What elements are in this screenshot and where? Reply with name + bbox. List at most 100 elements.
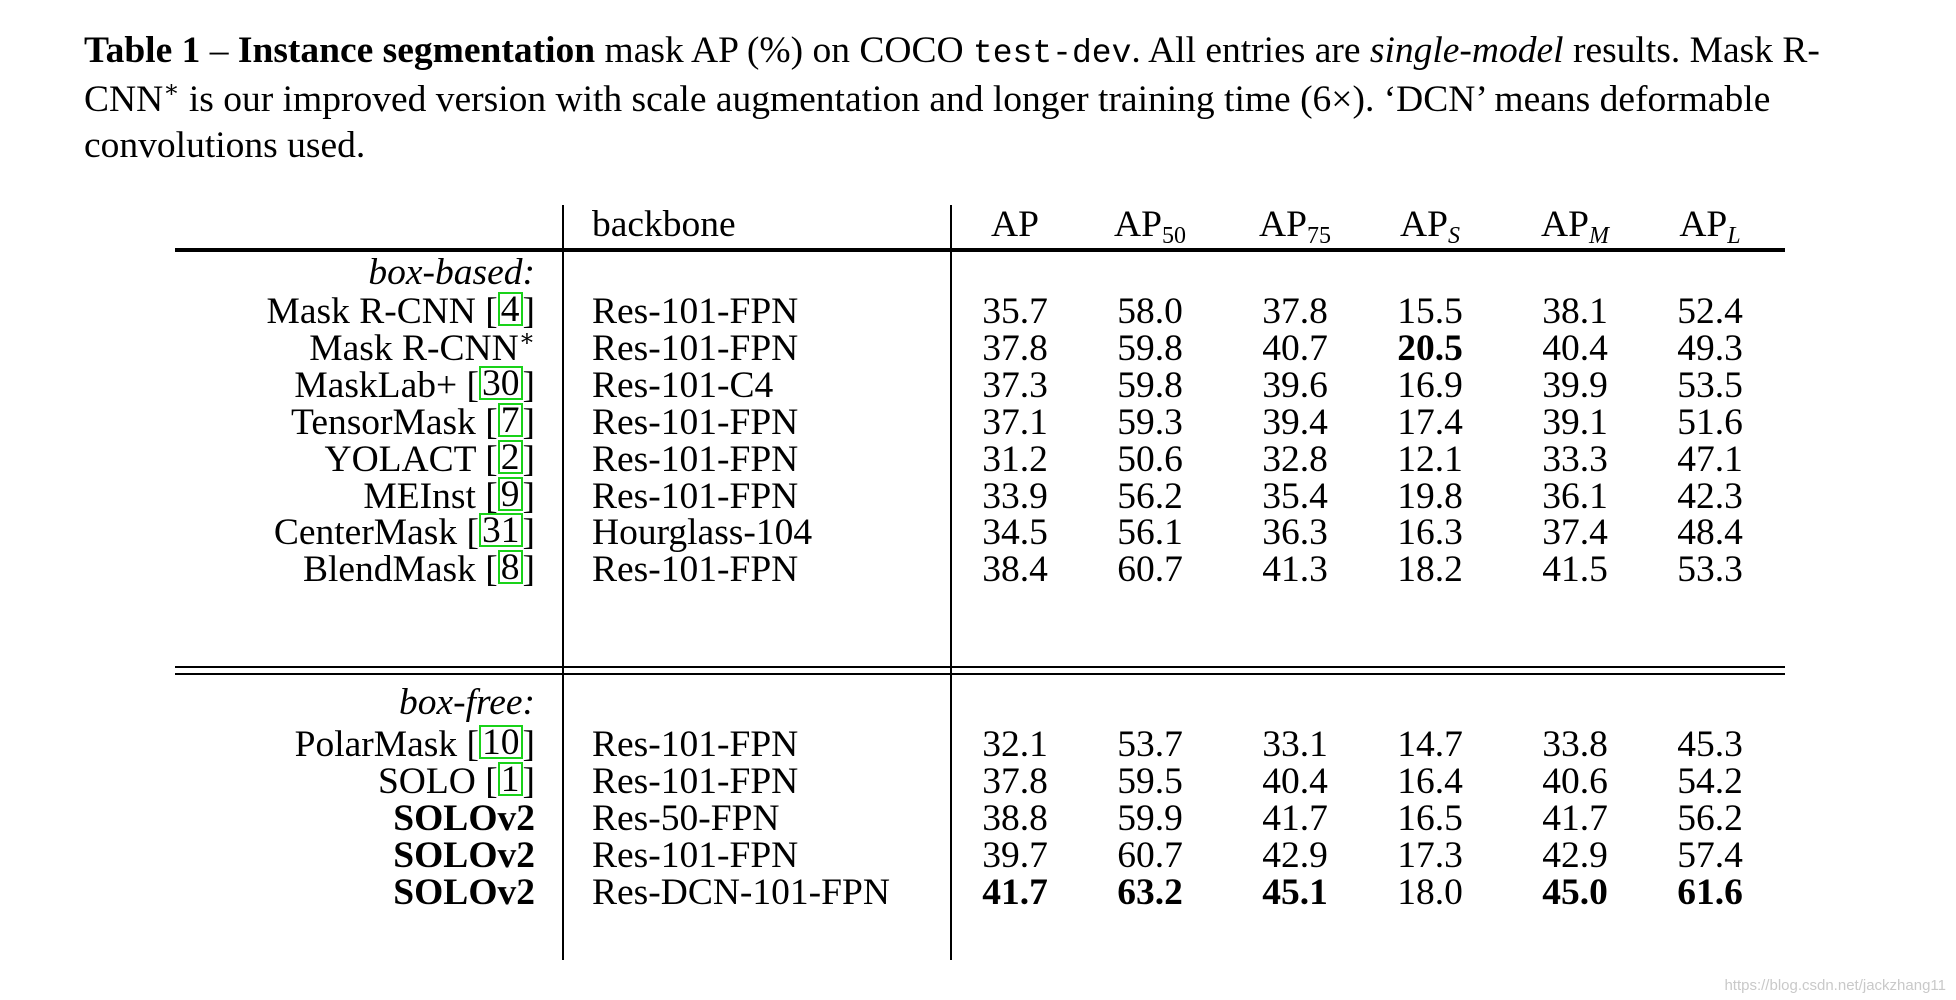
metric-cell: 41.5 <box>1542 549 1608 590</box>
metric-cell: 49.3 <box>1677 328 1743 369</box>
metric-cell: 42.9 <box>1262 835 1328 876</box>
metric-cell: 16.5 <box>1397 798 1463 839</box>
metric-cell: 59.3 <box>1117 402 1183 443</box>
method-name: MaskLab+ [30] <box>294 363 535 406</box>
metric-cell: 38.8 <box>982 798 1048 839</box>
header-backbone: backbone <box>592 204 736 245</box>
group-rule-top <box>175 666 1785 668</box>
header-apl: APL <box>1679 204 1741 249</box>
metric-cell: 37.8 <box>982 761 1048 802</box>
backbone-cell: Res-101-FPN <box>592 761 799 802</box>
metric-cell: 39.4 <box>1262 402 1328 443</box>
metric-cell: 60.7 <box>1117 549 1183 590</box>
citation-link[interactable]: 7 <box>497 402 523 439</box>
metric-cell: 34.5 <box>982 512 1048 553</box>
group-rule-bottom <box>175 673 1785 675</box>
method-name: MEInst [9] <box>363 474 535 517</box>
backbone-cell: Res-101-FPN <box>592 724 799 765</box>
metric-cell: 18.0 <box>1397 872 1463 913</box>
backbone-cell: Res-101-FPN <box>592 835 799 876</box>
metric-cell: 17.4 <box>1397 402 1463 443</box>
metric-cell: 39.9 <box>1542 365 1608 406</box>
metric-cell: 39.7 <box>982 835 1048 876</box>
caption-text-4: is our improved version with scale augme… <box>84 79 1771 166</box>
metric-cell: 63.2 <box>1117 872 1183 913</box>
metric-cell: 53.5 <box>1677 365 1743 406</box>
backbone-cell: Res-101-FPN <box>592 549 799 590</box>
metric-cell: 50.6 <box>1117 439 1183 480</box>
header-ap50: AP50 <box>1114 204 1186 249</box>
citation-link[interactable]: 9 <box>497 476 523 513</box>
metric-cell: 42.9 <box>1542 835 1608 876</box>
metric-cell: 48.4 <box>1677 512 1743 553</box>
metric-cell: 41.7 <box>1262 798 1328 839</box>
backbone-cell: Res-DCN-101-FPN <box>592 872 890 913</box>
metric-cell: 31.2 <box>982 439 1048 480</box>
backbone-cell: Res-101-FPN <box>592 476 799 517</box>
metric-cell: 59.5 <box>1117 761 1183 802</box>
citation-link[interactable]: 31 <box>479 512 523 549</box>
citation-link[interactable]: 30 <box>479 365 523 402</box>
backbone-cell: Res-101-FPN <box>592 328 799 369</box>
metric-cell: 45.0 <box>1542 872 1608 913</box>
backbone-cell: Res-101-FPN <box>592 291 799 332</box>
header-ap: AP <box>991 204 1039 245</box>
metric-cell: 42.3 <box>1677 476 1743 517</box>
metric-cell: 57.4 <box>1677 835 1743 876</box>
caption-star: ∗ <box>163 77 180 103</box>
metric-cell: 40.6 <box>1542 761 1608 802</box>
method-name: CenterMask [31] <box>273 510 535 553</box>
metric-cell: 51.6 <box>1677 402 1743 443</box>
metric-cell: 47.1 <box>1677 439 1743 480</box>
citation-link[interactable]: 4 <box>497 291 523 328</box>
group-title: box-based: <box>368 252 535 293</box>
backbone-cell: Hourglass-104 <box>592 512 813 553</box>
metric-cell: 52.4 <box>1677 291 1743 332</box>
metric-cell: 33.8 <box>1542 724 1608 765</box>
metric-cell: 37.8 <box>1262 291 1328 332</box>
caption-code: test-dev <box>972 35 1132 72</box>
metric-cell: 40.7 <box>1262 328 1328 369</box>
column-rule-1 <box>562 205 564 960</box>
citation-link[interactable]: 1 <box>497 761 523 798</box>
caption-topic: Instance segmentation <box>237 30 596 71</box>
metric-cell: 17.3 <box>1397 835 1463 876</box>
backbone-cell: Res-50-FPN <box>592 798 780 839</box>
method-name: SOLOv2 <box>393 798 535 839</box>
metric-cell: 53.3 <box>1677 549 1743 590</box>
metric-cell: 16.3 <box>1397 512 1463 553</box>
caption-emphasis: single-model <box>1369 30 1564 71</box>
metric-cell: 20.5 <box>1397 328 1463 369</box>
method-name: TensorMask [7] <box>291 400 535 443</box>
group-title: box-free: <box>398 682 535 723</box>
citation-link[interactable]: 10 <box>479 724 523 761</box>
metric-cell: 41.7 <box>1542 798 1608 839</box>
metric-cell: 56.2 <box>1117 476 1183 517</box>
metric-cell: 56.1 <box>1117 512 1183 553</box>
metric-cell: 53.7 <box>1117 724 1183 765</box>
header-aps: APS <box>1400 204 1460 249</box>
method-name: BlendMask [8] <box>302 547 535 590</box>
metric-cell: 37.3 <box>982 365 1048 406</box>
method-name: Mask R-CNN [4] <box>266 289 536 332</box>
method-name: PolarMask [10] <box>294 722 535 765</box>
metric-cell: 45.3 <box>1677 724 1743 765</box>
metric-cell: 59.9 <box>1117 798 1183 839</box>
metric-cell: 60.7 <box>1117 835 1183 876</box>
metric-cell: 38.4 <box>982 549 1048 590</box>
citation-link[interactable]: 8 <box>497 549 523 586</box>
metric-cell: 59.8 <box>1117 365 1183 406</box>
metric-cell: 45.1 <box>1262 872 1328 913</box>
metric-cell: 40.4 <box>1542 328 1608 369</box>
table-caption: Table 1 – Instance segmentation mask AP … <box>84 28 1884 169</box>
metric-cell: 32.8 <box>1262 439 1328 480</box>
column-rule-2 <box>950 205 952 960</box>
metric-cell: 36.3 <box>1262 512 1328 553</box>
backbone-cell: Res-101-FPN <box>592 439 799 480</box>
method-name: SOLO [1] <box>377 759 535 802</box>
caption-text-1: mask AP (%) on COCO <box>595 30 973 71</box>
metric-cell: 19.8 <box>1397 476 1463 517</box>
citation-link[interactable]: 2 <box>497 439 523 476</box>
metric-cell: 35.4 <box>1262 476 1328 517</box>
watermark: https://blog.csdn.net/jackzhang11 <box>1724 977 1946 994</box>
